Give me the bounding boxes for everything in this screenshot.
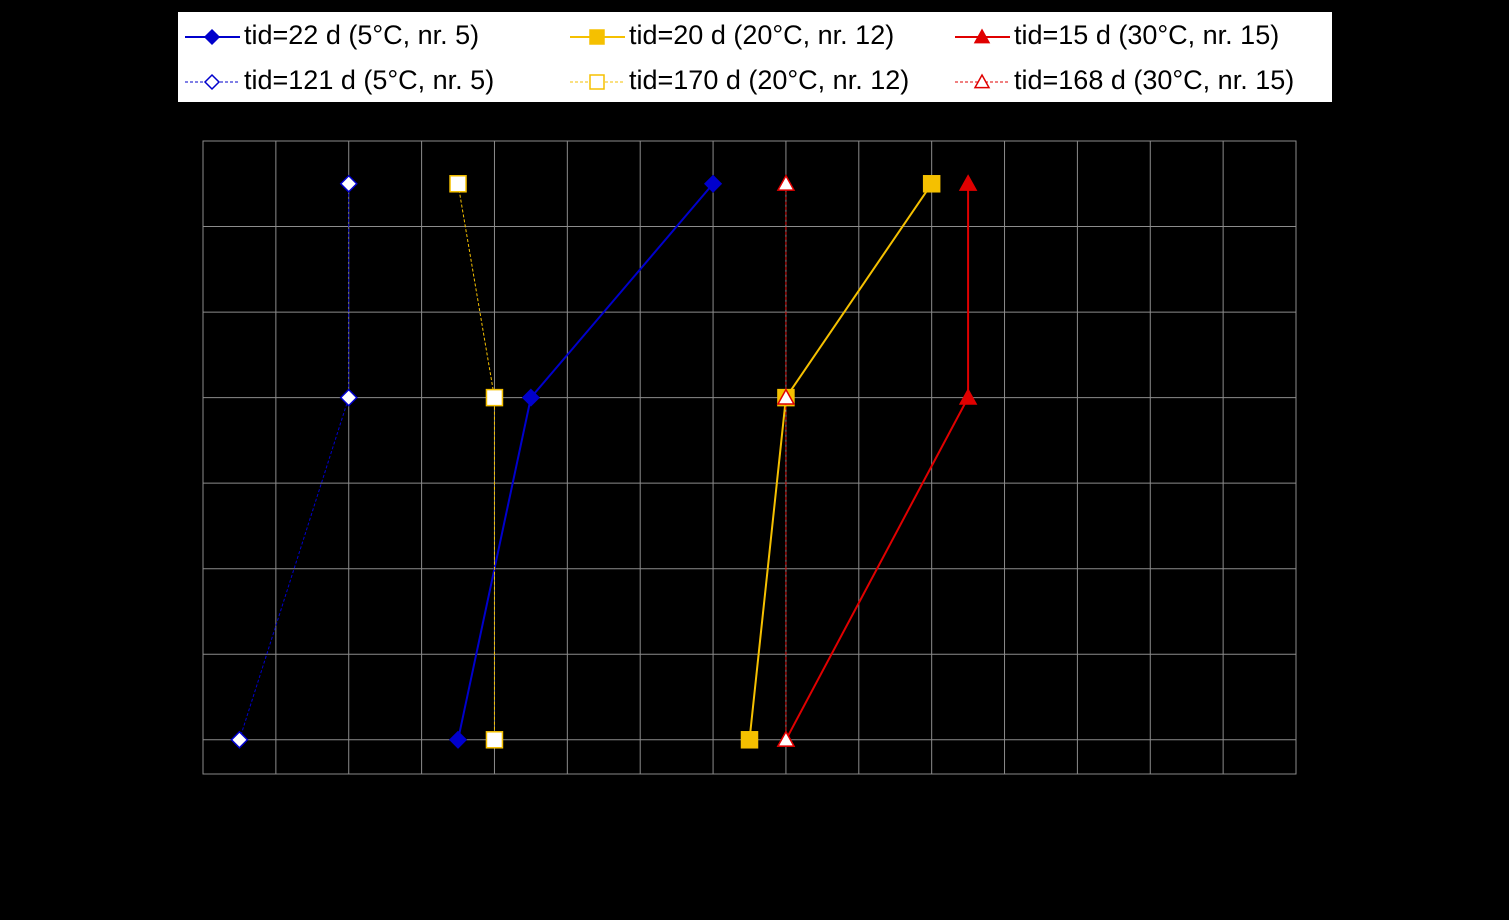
legend-marker xyxy=(973,28,991,44)
y-tick-label: 1 xyxy=(185,643,195,663)
marker xyxy=(704,174,723,193)
marker xyxy=(776,388,796,405)
y-tick-label: 4 xyxy=(185,386,195,406)
x-tick-label: 0 xyxy=(198,781,208,801)
y-tick-label: 5 xyxy=(185,301,195,321)
marker xyxy=(776,174,796,191)
x-tick-label: 12 xyxy=(1067,781,1087,801)
marker xyxy=(776,730,796,747)
x-tick-label: 3 xyxy=(417,781,427,801)
marker xyxy=(485,731,504,749)
legend-marker xyxy=(203,73,221,91)
x-tick-label: 14 xyxy=(1213,781,1233,801)
x-tick-label: 9 xyxy=(854,781,864,801)
marker xyxy=(485,388,504,407)
y-tick-label: 0 xyxy=(185,729,195,749)
marker xyxy=(922,175,941,193)
legend-marker xyxy=(973,73,991,89)
x-tick-label: 5 xyxy=(562,781,572,801)
x-tick-label: 10 xyxy=(922,781,942,801)
y-tick-label: 3 xyxy=(185,472,195,492)
legend-box xyxy=(178,12,1332,102)
marker xyxy=(958,174,978,191)
legend-label: tid=15 d (30°C, nr. 15) xyxy=(1014,20,1279,50)
marker xyxy=(230,730,249,749)
legend-marker xyxy=(589,29,605,45)
x-tick-label: 1 xyxy=(271,781,281,801)
y-tick-label: 2 xyxy=(185,557,195,577)
legend-label: tid=168 d (30°C, nr. 15) xyxy=(1014,65,1294,95)
marker xyxy=(339,174,358,193)
legend-label: tid=121 d (5°C, nr. 5) xyxy=(244,65,494,95)
marker xyxy=(958,388,978,405)
legend-label: tid=20 d (20°C, nr. 12) xyxy=(629,20,894,50)
legend-label: tid=22 d (5°C, nr. 5) xyxy=(244,20,479,50)
plot-area xyxy=(202,140,1297,775)
x-tick-label: 8 xyxy=(781,781,791,801)
x-tick-label: 7 xyxy=(708,781,718,801)
legend-marker xyxy=(203,28,221,46)
y-tick-label: 7 xyxy=(185,130,195,150)
legend-marker xyxy=(589,74,605,90)
x-tick-label: 2 xyxy=(344,781,354,801)
marker xyxy=(448,730,468,749)
marker xyxy=(449,175,467,193)
x-tick-label: 6 xyxy=(635,781,645,801)
legend-label: tid=170 d (20°C, nr. 12) xyxy=(629,65,909,95)
x-tick-label: 11 xyxy=(995,781,1014,801)
marker xyxy=(339,388,358,407)
x-tick-label: 15 xyxy=(1286,781,1306,801)
marker xyxy=(740,731,759,749)
series-line xyxy=(238,183,350,740)
y-tick-label: 6 xyxy=(185,215,195,235)
x-tick-label: 13 xyxy=(1140,781,1160,801)
marker xyxy=(521,388,540,407)
x-tick-label: 4 xyxy=(489,781,499,801)
